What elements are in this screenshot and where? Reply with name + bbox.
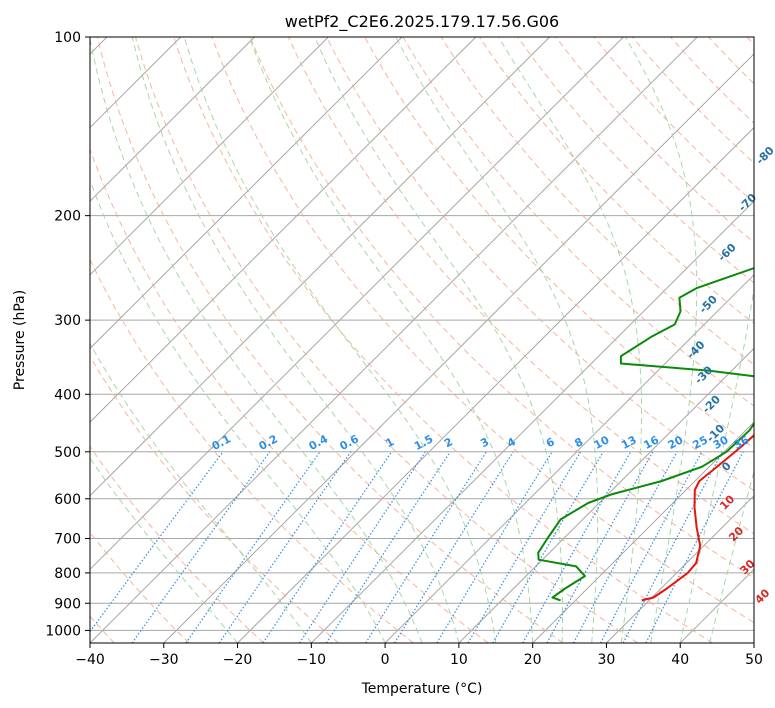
moist-adiabat-line	[248, 37, 534, 643]
x-axis-ticks: −40 −30 −20 −10 0 10 20 30 40 50	[75, 643, 763, 668]
mixing-ratio-line	[299, 451, 426, 643]
y-tick-label: 500	[54, 445, 81, 461]
dry-adiabat-line	[326, 37, 754, 492]
isotherm-line	[753, 642, 754, 643]
isotherm-line	[606, 494, 754, 643]
mixing-ratio-label: 16	[641, 433, 661, 452]
y-tick-label: 700	[54, 532, 81, 548]
chart-title: wetPf2_C2E6.2025.179.17.56.G06	[285, 12, 559, 32]
pressure-gridlines	[90, 36, 754, 631]
mixing-ratio-line	[218, 451, 352, 643]
moist-adiabat-line	[625, 37, 698, 643]
mixing-ratio-line	[546, 451, 654, 643]
moist-adiabat-line	[90, 37, 423, 643]
x-tick-label: 20	[524, 652, 542, 668]
dry-adiabat-line	[211, 37, 754, 624]
moist-adiabat-line	[679, 286, 754, 643]
dry-adiabat-line	[517, 37, 754, 284]
mixing-ratio-line	[522, 451, 632, 643]
y-tick-label: 400	[54, 387, 81, 403]
isotherm-line	[90, 37, 698, 643]
x-tick-label: 0	[381, 652, 390, 668]
x-axis-label: Temperature (°C)	[361, 681, 483, 697]
mixing-ratio-label: 30	[711, 433, 731, 452]
x-tick-label: −40	[75, 652, 105, 668]
y-axis-label: Pressure (hPa)	[12, 290, 28, 390]
y-tick-label: 900	[54, 596, 81, 612]
isotherm-line	[90, 37, 624, 571]
mixing-ratio-line	[394, 451, 514, 643]
mixing-ratio-line	[185, 451, 321, 643]
reference-lines	[90, 37, 754, 643]
mixing-ratio-line	[325, 451, 451, 643]
mixing-ratio-line	[492, 451, 604, 643]
mixing-ratio-line	[436, 451, 553, 643]
mixing-ratio-line	[572, 451, 678, 643]
y-tick-label: 300	[54, 313, 81, 329]
plot-frame	[89, 36, 755, 644]
temperature-profile	[641, 433, 754, 602]
plot-background	[90, 37, 754, 643]
sounding-profiles	[537, 267, 754, 602]
dry-adiabat-line	[135, 37, 639, 643]
isotherm-line	[90, 37, 329, 276]
y-tick-label: 800	[54, 566, 81, 582]
x-tick-label: 30	[598, 652, 616, 668]
moist-adiabat-line	[90, 342, 312, 643]
isotherm-line	[237, 126, 754, 643]
mixing-ratio-label: 10	[592, 433, 612, 452]
moist-adiabat-line	[498, 37, 642, 643]
isotherm-line	[90, 37, 403, 350]
x-tick-label: −30	[149, 652, 179, 668]
moist-adiabat-line	[709, 469, 754, 643]
isotherm-line	[90, 37, 255, 202]
dry-adiabat-line	[364, 37, 754, 449]
mixing-ratio-label: 36	[732, 433, 752, 452]
x-tick-label: −10	[297, 652, 327, 668]
y-tick-label: 600	[54, 492, 81, 508]
moist-adiabat-line	[314, 37, 563, 643]
isotherm-line	[163, 53, 754, 643]
dry-adiabat-line	[478, 37, 754, 325]
y-tick-label: 200	[54, 209, 81, 225]
mixing-ratio-label: 13	[619, 433, 639, 452]
dry-adiabat-line	[96, 37, 564, 643]
mixing-ratio-label: 20	[666, 433, 686, 452]
moist-adiabat-line	[90, 457, 238, 643]
dry-adiabat-line	[90, 445, 265, 643]
mixing-ratio-line	[645, 451, 744, 643]
dry-adiabat-line	[90, 258, 414, 643]
y-axis-ticks: 100 200 300 400 500 600 700 800 900 1000	[45, 30, 90, 639]
mixing-ratio-line	[365, 451, 487, 643]
isotherm-line	[90, 37, 477, 423]
dry-adiabat-label: -80	[754, 144, 775, 167]
moist-adiabat-line	[183, 37, 497, 643]
x-tick-label: −20	[223, 652, 253, 668]
mixing-ratio-line	[90, 451, 224, 633]
x-tick-label: 10	[450, 652, 468, 668]
isotherm-line	[90, 37, 550, 497]
mixing-ratio-line	[600, 451, 703, 643]
y-tick-label: 100	[54, 30, 81, 46]
moist-adiabat-line	[395, 37, 599, 643]
mixing-ratio-label: 25	[690, 433, 710, 452]
dry-adiabat-line	[631, 37, 754, 164]
moist-adiabat-label: 40	[752, 586, 772, 606]
x-tick-label: 40	[671, 652, 689, 668]
moist-adiabat-line	[131, 37, 460, 643]
moist-adiabat-line	[90, 178, 386, 643]
isotherm-line	[384, 274, 754, 643]
dry-adiabat-line	[402, 37, 754, 407]
x-tick-label: 50	[745, 652, 763, 668]
dewpoint-profile	[537, 267, 754, 602]
mixing-ratio-line	[131, 451, 271, 643]
mixing-ratio-line	[622, 451, 723, 643]
y-tick-label: 1000	[45, 623, 81, 639]
